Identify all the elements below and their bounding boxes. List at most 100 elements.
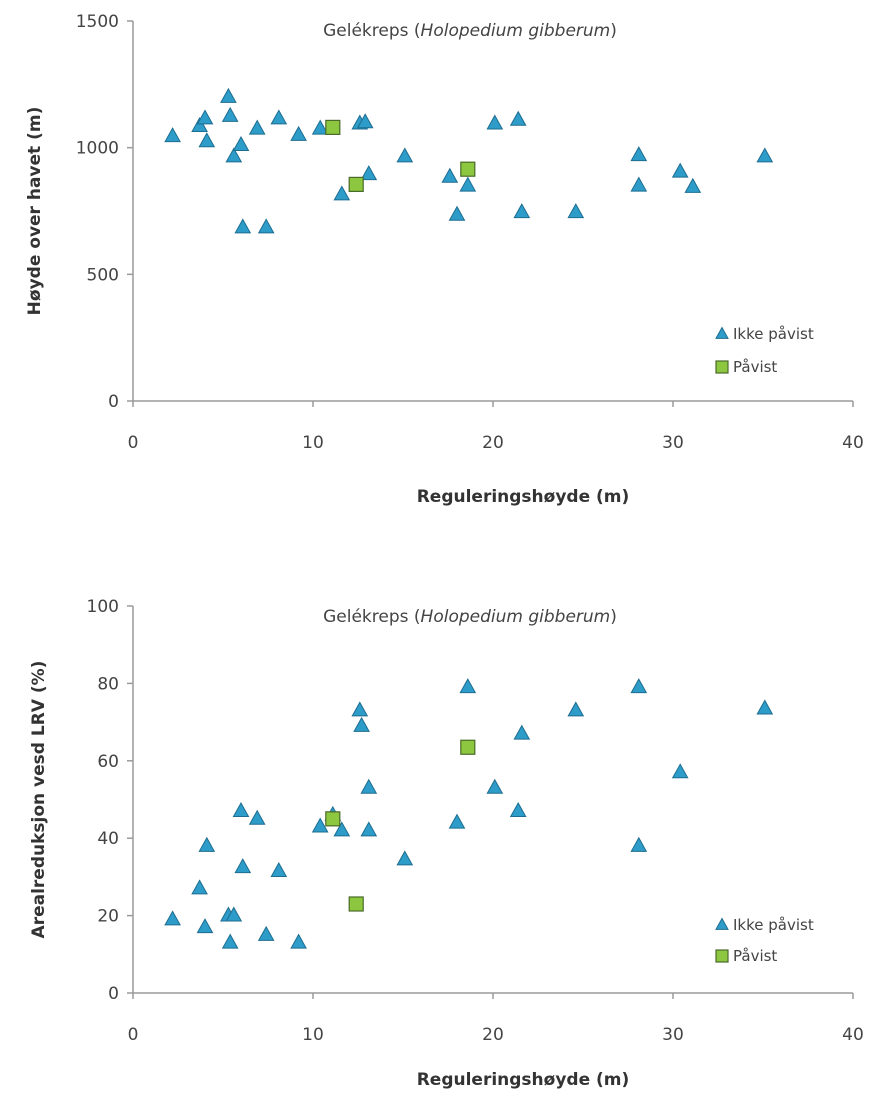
- y-tick-label: 20: [97, 907, 119, 927]
- data-point: [486, 778, 504, 794]
- chart-title-end: ): [610, 21, 617, 41]
- legend-label: Påvist: [733, 358, 777, 376]
- data-point: [191, 117, 208, 133]
- data-point: [684, 177, 702, 193]
- legend-triangle-marker: [715, 917, 729, 930]
- data-point: [311, 817, 329, 833]
- x-tick-label: 40: [842, 1025, 864, 1045]
- y-tick-label: 1000: [76, 139, 119, 159]
- data-point: [441, 167, 459, 183]
- data-point: [756, 147, 774, 163]
- y-tick-label: 0: [108, 392, 119, 412]
- legend-label: Påvist: [733, 947, 777, 965]
- legend: Ikke påvist Påvist: [715, 916, 814, 965]
- data-point: [460, 739, 476, 755]
- data-point: [630, 678, 648, 694]
- legend-square-marker: [715, 360, 729, 374]
- chart-title: Gelékreps (Holopedium gibberum): [323, 607, 617, 627]
- data-point: [225, 906, 243, 922]
- legend-triangle-marker: [715, 326, 729, 339]
- legend-label: Ikke påvist: [733, 916, 814, 934]
- data-point: [671, 162, 689, 178]
- y-tick-label: 0: [108, 984, 119, 1004]
- y-tick-label: 500: [87, 265, 119, 285]
- data-point: [198, 836, 216, 852]
- chart-2: 0 20 40 60 80 100 0 10 20 30 40 Gelékreps (Holopedi…: [29, 597, 864, 1090]
- x-tick-label: 40: [842, 433, 864, 453]
- x-tick-label: 30: [662, 433, 684, 453]
- chart-title-species: Holopedium gibberum: [421, 21, 611, 41]
- series-square: [325, 119, 476, 192]
- data-point: [220, 87, 237, 103]
- data-point: [290, 933, 307, 949]
- data-point: [164, 127, 181, 143]
- data-point: [270, 109, 288, 125]
- data-point: [630, 146, 648, 162]
- y-tick-label: 100: [87, 597, 119, 617]
- x-tick-label: 0: [128, 433, 139, 453]
- data-point: [248, 809, 266, 825]
- data-point: [509, 801, 527, 818]
- data-point: [225, 147, 243, 163]
- y-axis-label: Arealreduksjon vesd LRV (%): [29, 661, 49, 939]
- data-point: [221, 106, 239, 122]
- x-tick-label: 0: [128, 1025, 139, 1045]
- chart-1: 0 500 1000 1500 0 10 20 30 40 Gelékreps (Holopedi…: [25, 12, 864, 507]
- y-tick-label: 80: [97, 674, 119, 694]
- series-square: [325, 739, 476, 912]
- data-point: [348, 896, 364, 912]
- y-tick-label: 60: [97, 752, 119, 772]
- chart-title-end: ): [610, 607, 617, 627]
- data-point: [257, 218, 275, 234]
- data-point: [232, 801, 250, 818]
- data-point: [325, 119, 341, 136]
- data-point: [257, 925, 275, 941]
- data-point: [630, 176, 648, 192]
- x-axis-label: Reguleringshøyde (m): [417, 487, 630, 507]
- data-point: [221, 933, 239, 949]
- data-point: [360, 165, 378, 181]
- data-point: [756, 699, 774, 715]
- data-point: [234, 858, 252, 874]
- x-tick-label: 30: [662, 1025, 684, 1045]
- y-tick-label: 40: [97, 829, 119, 849]
- data-point: [232, 136, 250, 152]
- data-point: [196, 109, 214, 125]
- data-point: [353, 716, 370, 732]
- data-point: [459, 678, 477, 694]
- series-triangle: [164, 678, 774, 949]
- legend: Ikke påvist Påvist: [715, 325, 814, 376]
- data-point: [290, 125, 307, 141]
- data-point: [448, 813, 466, 829]
- data-point: [356, 113, 374, 129]
- data-point: [509, 110, 527, 126]
- data-point: [567, 203, 585, 219]
- data-point: [396, 147, 414, 163]
- data-point: [325, 811, 341, 827]
- data-point: [234, 218, 252, 234]
- data-point: [630, 836, 648, 852]
- legend-square-marker: [715, 949, 729, 963]
- data-point: [360, 778, 378, 794]
- data-point: [360, 821, 378, 837]
- data-point: [486, 114, 504, 130]
- data-point: [311, 119, 329, 135]
- legend-label: Ikke påvist: [733, 325, 814, 343]
- chart-title-main: Gelékreps (: [323, 21, 420, 41]
- x-axis-label: Reguleringshøyde (m): [417, 1070, 630, 1090]
- data-point: [459, 176, 477, 192]
- series-triangle: [164, 87, 774, 234]
- data-point: [191, 879, 208, 895]
- x-tick-label: 10: [302, 1025, 324, 1045]
- data-point: [567, 701, 585, 717]
- x-tick-label: 10: [302, 433, 324, 453]
- data-point: [513, 203, 531, 219]
- data-point: [448, 205, 466, 221]
- data-point: [671, 763, 689, 779]
- data-point: [351, 701, 369, 717]
- x-tick-label: 20: [482, 433, 504, 453]
- data-point: [513, 724, 531, 740]
- x-tick-label: 20: [482, 1025, 504, 1045]
- data-point: [333, 185, 351, 201]
